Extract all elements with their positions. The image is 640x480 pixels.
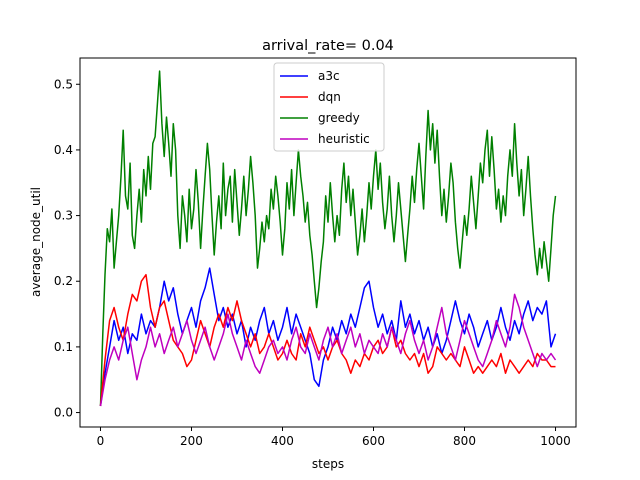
y-tick-label: 0.5 (54, 77, 73, 91)
y-tick-label: 0.4 (54, 143, 73, 157)
y-tick-label: 0.3 (54, 209, 73, 223)
series-line-dqn (99, 273, 556, 407)
series-layer (99, 70, 557, 407)
y-tick-label: 0.2 (54, 274, 73, 288)
x-tick-label: 1000 (540, 434, 571, 448)
legend-box (273, 62, 385, 152)
y-axis-title: average_node_util (29, 187, 43, 297)
x-tick-label: 800 (453, 434, 476, 448)
y-tick-label: 0.0 (54, 406, 73, 420)
x-axis-title: steps (312, 457, 344, 471)
legend-label-dqn: dqn (318, 90, 341, 104)
x-tick-label: 600 (362, 434, 385, 448)
x-tick-label: 0 (97, 434, 105, 448)
legend-label-a3c: a3c (318, 69, 340, 83)
x-tick-label: 200 (180, 434, 203, 448)
axes-frame (79, 57, 577, 428)
legend: a3c dqn greedy heuristic (273, 62, 385, 152)
x-axis: 0 200 400 600 800 1000 (97, 427, 571, 448)
chart-title: arrival_rate= 0.04 (262, 38, 394, 54)
legend-label-greedy: greedy (318, 111, 360, 125)
plot-area (79, 57, 577, 428)
series-line-greedy (99, 70, 557, 407)
series-line-a3c (99, 267, 557, 407)
series-line-heuristic (99, 293, 557, 407)
y-axis: 0.0 0.1 0.2 0.3 0.4 0.5 (54, 77, 80, 420)
legend-label-heuristic: heuristic (318, 132, 370, 146)
x-tick-label: 400 (271, 434, 294, 448)
y-tick-label: 0.1 (54, 340, 73, 354)
